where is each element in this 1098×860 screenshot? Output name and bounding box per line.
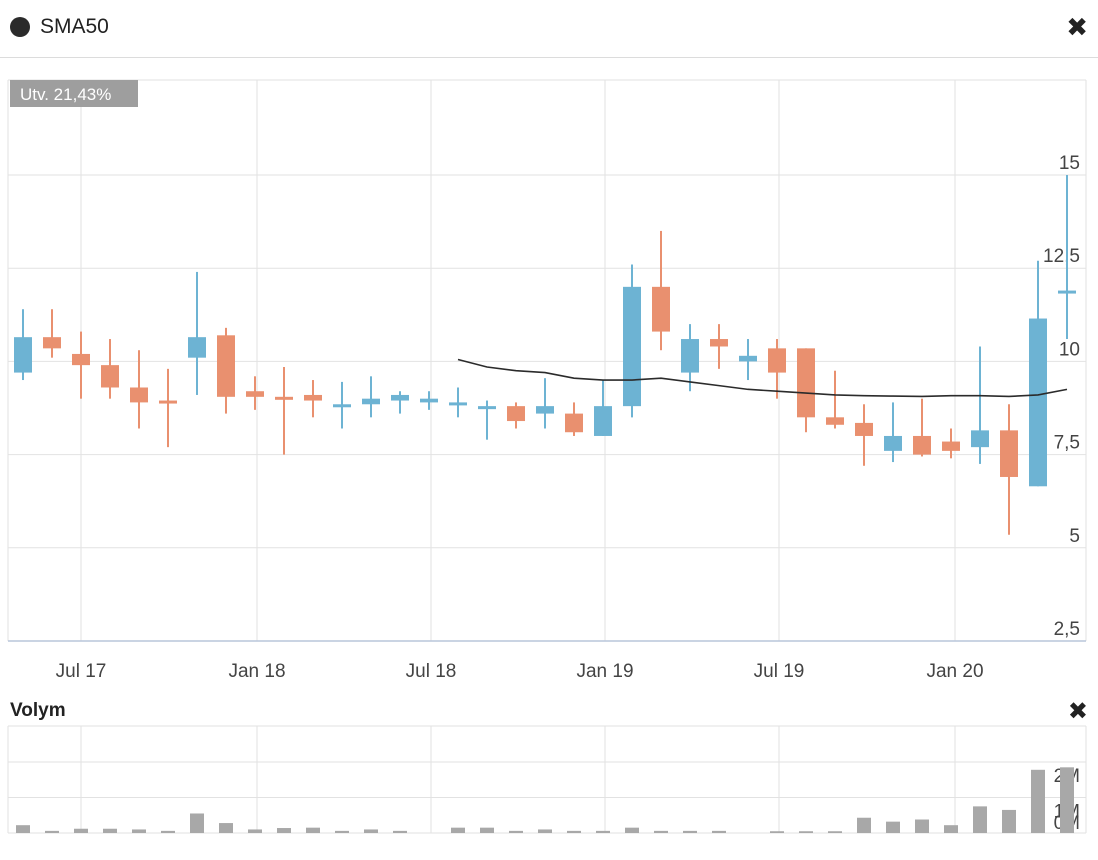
candle-body[interactable] bbox=[188, 337, 206, 358]
candle-body[interactable] bbox=[362, 398, 380, 405]
candle-body[interactable] bbox=[391, 394, 409, 401]
x-tick-label: Jul 18 bbox=[406, 661, 457, 682]
change-badge-text: Utv. 21,43% bbox=[20, 85, 111, 104]
y-tick-label: 12,5 bbox=[1043, 246, 1080, 267]
volume-bar[interactable] bbox=[1031, 769, 1045, 833]
x-tick-label: Jul 19 bbox=[754, 661, 805, 682]
candle-body[interactable] bbox=[1029, 318, 1047, 487]
candle-body[interactable] bbox=[623, 286, 641, 407]
volume-bar[interactable] bbox=[45, 830, 59, 833]
candle-body[interactable] bbox=[449, 402, 467, 406]
volume-bar[interactable] bbox=[219, 823, 233, 833]
candle-body[interactable] bbox=[768, 348, 786, 373]
candle-body[interactable] bbox=[217, 335, 235, 397]
volume-bar[interactable] bbox=[103, 828, 117, 833]
volume-bar[interactable] bbox=[654, 830, 668, 833]
candle-body[interactable] bbox=[652, 286, 670, 332]
volume-bar[interactable] bbox=[248, 829, 262, 833]
change-badge bbox=[10, 80, 138, 107]
candle-body[interactable] bbox=[884, 435, 902, 451]
chart-header: SMA50 ✖ bbox=[0, 0, 1098, 58]
volume-bar[interactable] bbox=[683, 830, 697, 833]
volume-bar[interactable] bbox=[1002, 809, 1016, 833]
candle-body[interactable] bbox=[130, 387, 148, 403]
candle-body[interactable] bbox=[942, 441, 960, 451]
candle-body[interactable] bbox=[1058, 290, 1076, 294]
candle-body[interactable] bbox=[797, 348, 815, 418]
volume-bar[interactable] bbox=[335, 830, 349, 833]
candle-body[interactable] bbox=[275, 396, 293, 400]
y-tick-label: 7,5 bbox=[1054, 433, 1080, 454]
volume-bar[interactable] bbox=[509, 830, 523, 833]
volume-bar[interactable] bbox=[393, 830, 407, 833]
sma50-line[interactable] bbox=[457, 358, 1068, 398]
volume-bar[interactable] bbox=[161, 830, 175, 833]
volume-bar[interactable] bbox=[886, 821, 900, 833]
volume-bar[interactable] bbox=[132, 829, 146, 833]
candle-body[interactable] bbox=[246, 391, 264, 397]
volume-bar[interactable] bbox=[74, 828, 88, 833]
candle-body[interactable] bbox=[1000, 430, 1018, 477]
volume-bar[interactable] bbox=[857, 817, 871, 833]
y-tick-label: 15 bbox=[1059, 153, 1080, 174]
candle-body[interactable] bbox=[739, 355, 757, 362]
volume-bar[interactable] bbox=[480, 827, 494, 833]
volume-bar[interactable] bbox=[364, 829, 378, 833]
candle-body[interactable] bbox=[565, 413, 583, 433]
candle-body[interactable] bbox=[420, 398, 438, 403]
volume-bar[interactable] bbox=[712, 830, 726, 833]
candle-body[interactable] bbox=[971, 430, 989, 448]
x-tick-label: Jan 19 bbox=[576, 661, 633, 682]
volume-panel-title: Volym bbox=[10, 700, 66, 721]
volume-bar[interactable] bbox=[277, 828, 291, 833]
volume-bar[interactable] bbox=[567, 830, 581, 833]
candle-body[interactable] bbox=[594, 406, 612, 436]
volume-bar[interactable] bbox=[828, 831, 842, 833]
y-tick-label: 5 bbox=[1069, 526, 1080, 547]
volume-bar[interactable] bbox=[451, 827, 465, 833]
volume-bar[interactable] bbox=[799, 831, 813, 833]
volume-bar[interactable] bbox=[770, 831, 784, 833]
volume-bar[interactable] bbox=[538, 829, 552, 833]
volume-bar[interactable] bbox=[944, 825, 958, 833]
volume-bar[interactable] bbox=[596, 830, 610, 833]
candle-body[interactable] bbox=[304, 394, 322, 401]
sma50-legend-dot-icon[interactable] bbox=[10, 17, 30, 37]
candle-body[interactable] bbox=[681, 339, 699, 373]
y-tick-label: 10 bbox=[1059, 339, 1080, 360]
y-tick-label: 2,5 bbox=[1054, 619, 1080, 640]
sma50-legend-label[interactable]: SMA50 bbox=[40, 15, 109, 38]
x-tick-label: Jan 20 bbox=[926, 661, 983, 682]
candle-body[interactable] bbox=[101, 365, 119, 388]
candle-body[interactable] bbox=[826, 417, 844, 425]
candle-body[interactable] bbox=[14, 337, 32, 373]
volume-close-icon[interactable]: ✖ bbox=[1067, 698, 1088, 725]
candle-body[interactable] bbox=[913, 435, 931, 455]
candle-body[interactable] bbox=[478, 406, 496, 410]
volume-bar[interactable] bbox=[190, 813, 204, 833]
volume-bar[interactable] bbox=[306, 827, 320, 833]
volume-bar[interactable] bbox=[16, 825, 30, 833]
candle-body[interactable] bbox=[72, 353, 90, 366]
candle-body[interactable] bbox=[536, 406, 554, 414]
x-tick-label: Jan 18 bbox=[228, 661, 285, 682]
volume-bar[interactable] bbox=[625, 827, 639, 833]
candle-body[interactable] bbox=[159, 400, 177, 404]
candle-body[interactable] bbox=[855, 422, 873, 436]
candle-body[interactable] bbox=[333, 404, 351, 408]
candle-body[interactable] bbox=[507, 406, 525, 422]
candle-body[interactable] bbox=[43, 337, 61, 349]
volume-bar[interactable] bbox=[1060, 767, 1074, 833]
x-tick-label: Jul 17 bbox=[56, 661, 107, 682]
candle-body[interactable] bbox=[710, 339, 728, 347]
volume-bar[interactable] bbox=[973, 806, 987, 833]
volume-bar[interactable] bbox=[915, 819, 929, 833]
close-icon[interactable]: ✖ bbox=[1066, 12, 1088, 42]
